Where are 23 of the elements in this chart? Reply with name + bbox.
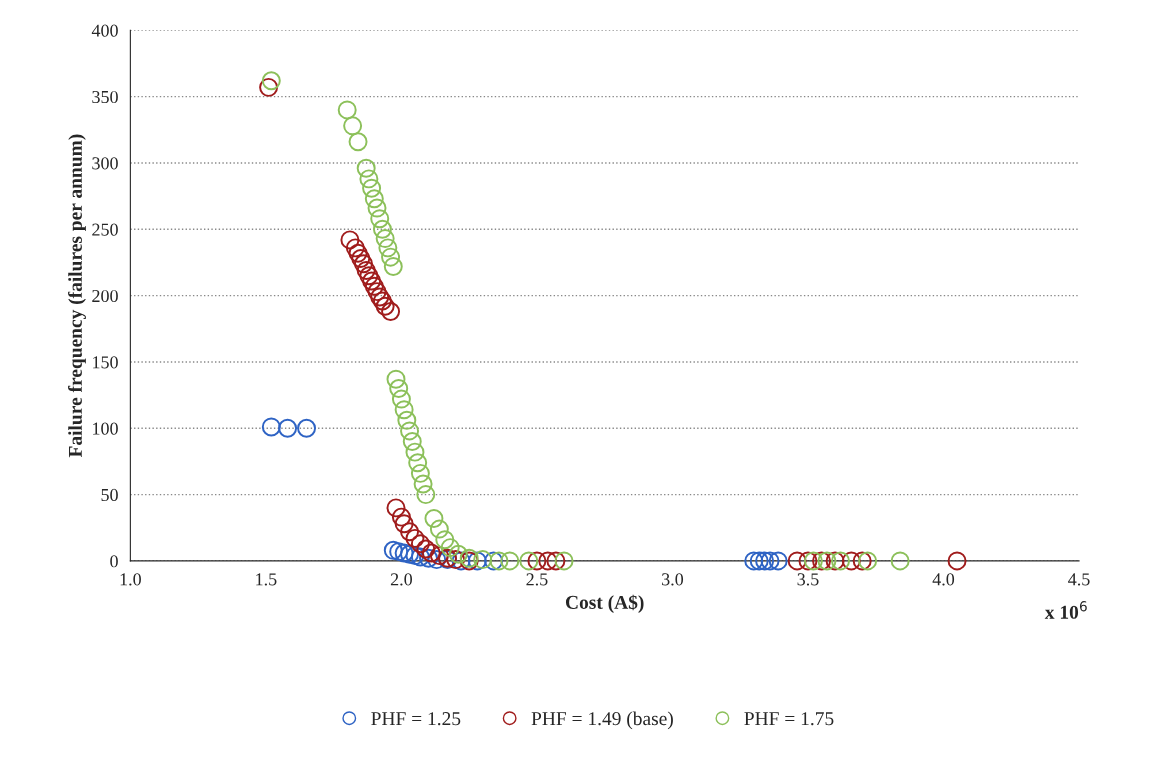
y-tick-label: 150: [93, 356, 118, 369]
x-tick-label: 2.5: [526, 573, 548, 586]
x-tick-label: 2.0: [390, 573, 413, 586]
x-tick-label: 1.0: [120, 573, 141, 586]
x-tick-label: 1.5: [256, 573, 277, 586]
y-tick-label: 250: [92, 223, 118, 236]
text: x 10$^{6}$: [1044, 601, 1087, 619]
y-tick-label: 100: [93, 422, 118, 435]
legend-label: PHF = 1.25: [371, 712, 461, 726]
y-tick-label: 50: [101, 488, 118, 502]
x-tick-label: 3.5: [797, 573, 819, 586]
x-tick-label: 3.0: [662, 573, 684, 586]
y-tick-label: 400: [91, 24, 118, 37]
y-tick-label: 350: [92, 90, 118, 104]
y-tick-label: 300: [92, 157, 118, 170]
x-tick-label: 4.0: [932, 573, 955, 586]
y-tick-label: 200: [92, 289, 118, 303]
legend-label: PHF = 1.75: [744, 712, 834, 726]
x-tick-label: 4.5: [1068, 573, 1090, 586]
legend-label: PHF = 1.49 (base): [531, 711, 673, 730]
x-axis-title: Cost (A$): [565, 594, 644, 613]
y-tick-label: 0: [110, 555, 118, 568]
y-axis-title: Failure frequency (failures per annum): [68, 134, 86, 458]
